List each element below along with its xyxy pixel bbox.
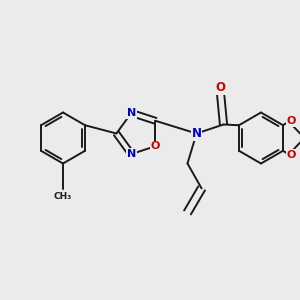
Text: N: N	[127, 108, 136, 118]
Text: N: N	[191, 127, 202, 140]
Text: O: O	[151, 141, 160, 151]
Text: O: O	[287, 116, 296, 127]
Text: O: O	[287, 149, 296, 160]
Text: CH₃: CH₃	[54, 192, 72, 201]
Text: N: N	[127, 149, 136, 159]
Text: O: O	[215, 81, 226, 94]
